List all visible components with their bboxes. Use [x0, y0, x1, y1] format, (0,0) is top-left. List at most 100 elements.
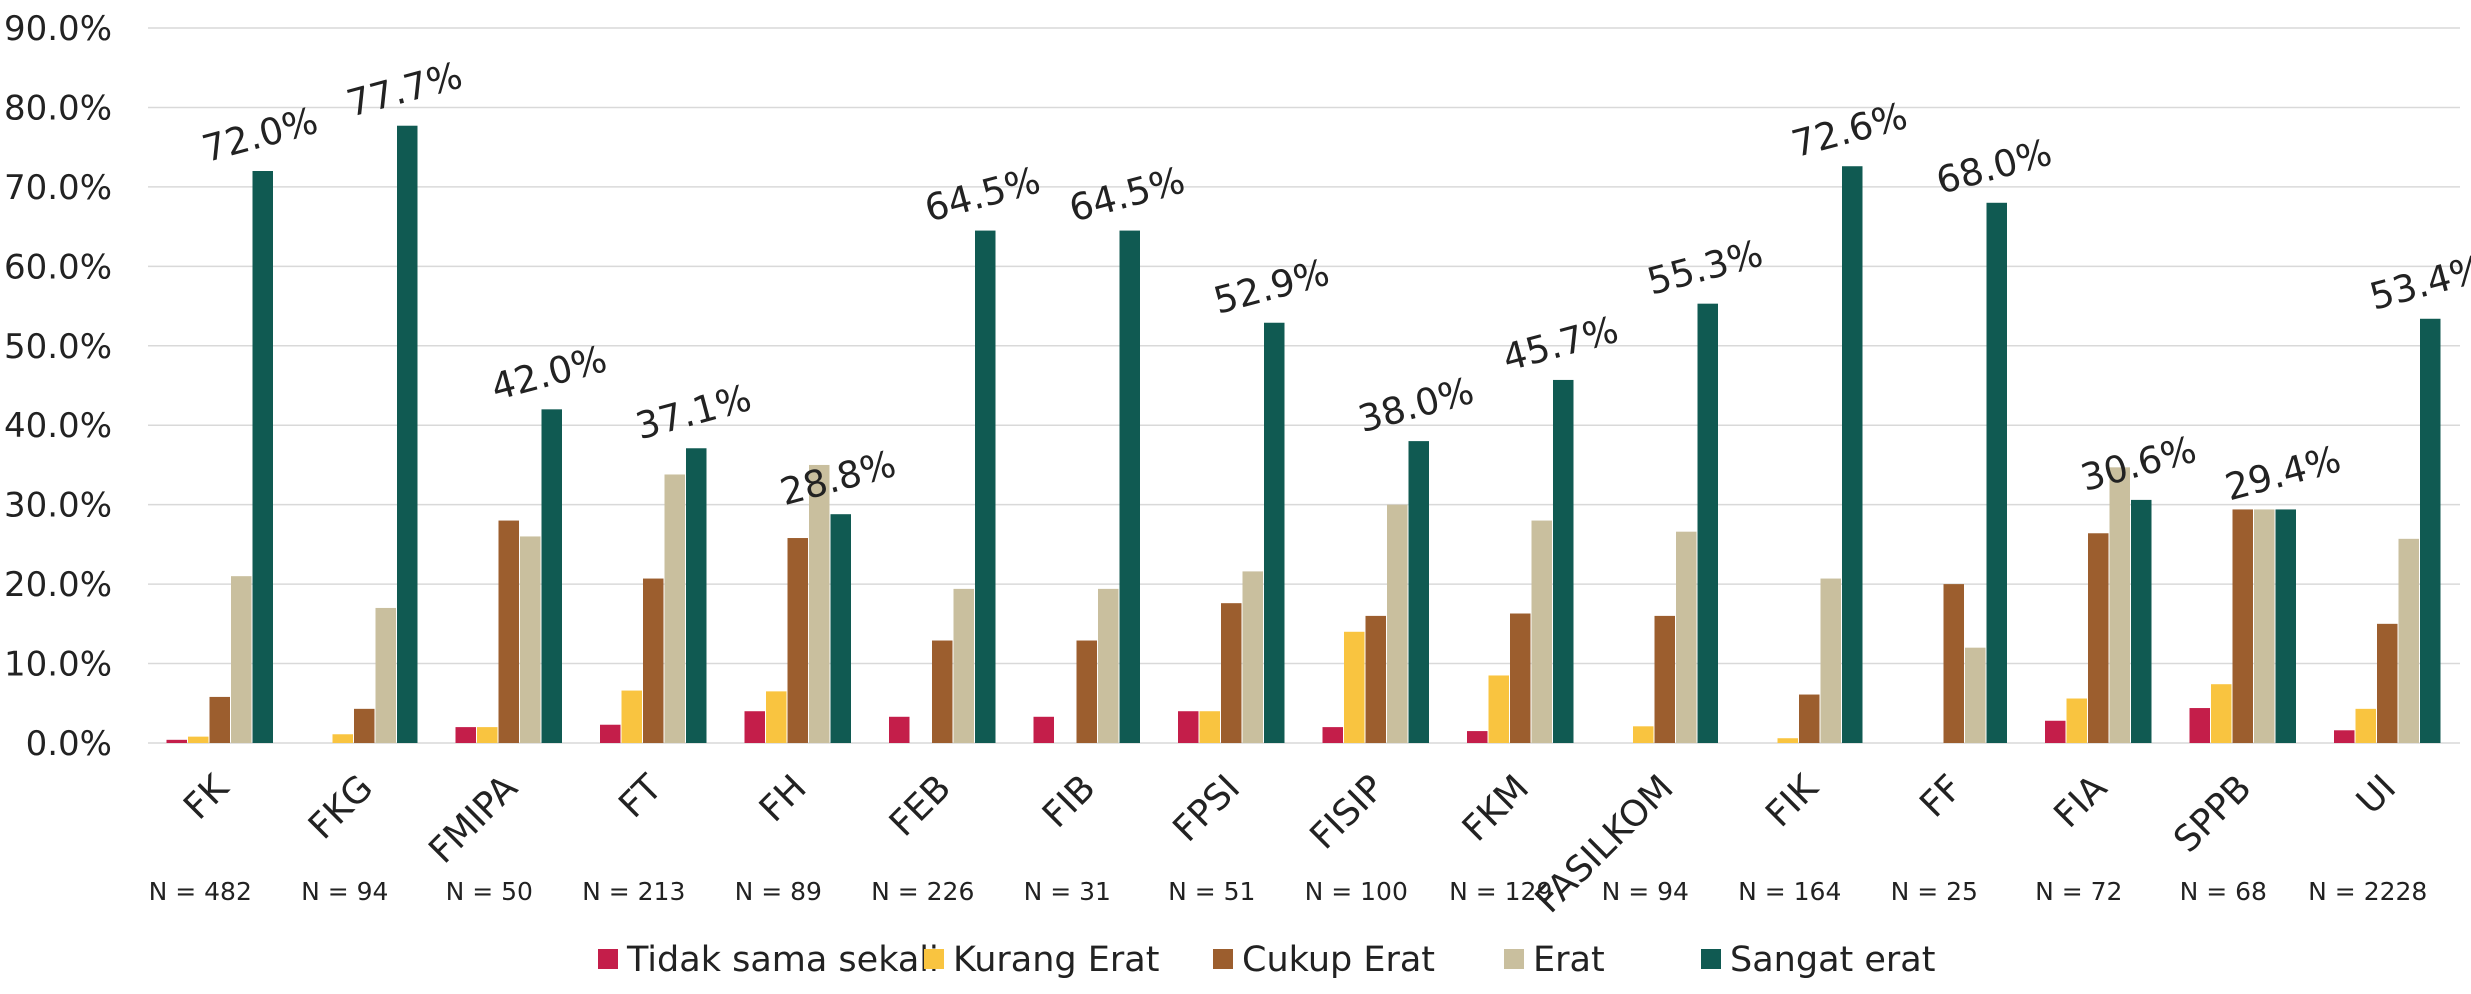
bar-erat — [953, 588, 974, 743]
bar-tidak-sama-sekali — [889, 716, 910, 743]
category-label: FH — [752, 767, 815, 830]
legend-label: Sangat erat — [1730, 940, 1935, 980]
bar-tidak-sama-sekali — [1322, 727, 1343, 743]
legend-label: Erat — [1533, 940, 1605, 980]
data-label: 72.6% — [1787, 94, 1912, 166]
y-tick-label: 0.0% — [26, 724, 112, 764]
bar-kurang-erat — [2066, 698, 2087, 743]
bar-tidak-sama-sekali — [166, 739, 187, 743]
y-tick-label: 80.0% — [4, 88, 112, 128]
bar-tidak-sama-sekali — [744, 711, 765, 743]
bar-kurang-erat — [1344, 631, 1365, 743]
bar-tidak-sama-sekali — [2045, 720, 2066, 743]
bar-cukup-erat — [2088, 533, 2109, 743]
bar-cukup-erat — [1221, 603, 1242, 743]
y-tick-label: 30.0% — [4, 486, 112, 526]
category-label: FIA — [2047, 767, 2116, 836]
bar-kurang-erat — [1633, 726, 1654, 743]
sample-size-label: N = 25 — [1891, 877, 1978, 906]
y-tick-label: 70.0% — [4, 168, 112, 208]
sample-size-label: N = 94 — [301, 877, 388, 906]
sample-size-label: N = 94 — [1602, 877, 1689, 906]
bar-kurang-erat — [1199, 711, 1220, 743]
category-label: FISIP — [1302, 767, 1392, 857]
data-label: 52.9% — [1209, 251, 1334, 323]
legend: Tidak sama sekali Kurang Erat Cukup Erat Er… — [598, 940, 1935, 980]
data-label: 42.0% — [487, 337, 612, 409]
bar-cukup-erat — [2377, 623, 2398, 743]
bar-sangat-erat — [252, 171, 273, 743]
legend-swatch — [1213, 949, 1233, 969]
data-label: 38.0% — [1354, 369, 1479, 441]
bar-erat — [1242, 571, 1263, 743]
bar-tidak-sama-sekali — [455, 727, 476, 743]
bar-erat — [2398, 538, 2419, 743]
data-label: 72.0% — [198, 99, 323, 171]
bar-kurang-erat — [2355, 708, 2376, 743]
data-label: 53.4% — [2365, 247, 2471, 319]
bar-sangat-erat — [1553, 379, 1574, 743]
category-label: FF — [1912, 767, 1970, 825]
bar-sangat-erat — [1842, 166, 1863, 743]
sample-size-label: N = 213 — [582, 877, 685, 906]
data-label: 45.7% — [1498, 308, 1623, 380]
bar-sangat-erat — [1408, 441, 1429, 743]
bar-kurang-erat — [188, 736, 209, 743]
bar-kurang-erat — [1488, 675, 1509, 743]
bar-erat — [2109, 467, 2130, 743]
bar-cukup-erat — [643, 578, 664, 743]
sample-size-label: N = 68 — [2180, 877, 2267, 906]
bar-erat — [2254, 509, 2275, 743]
category-label: FIK — [1758, 766, 1827, 835]
bar-cukup-erat — [2232, 509, 2253, 743]
data-label: 64.5% — [1065, 159, 1190, 231]
category-label: FKG — [301, 767, 381, 847]
category-label: FT — [611, 767, 670, 826]
bar-sangat-erat — [397, 125, 418, 743]
bar-cukup-erat — [209, 696, 230, 743]
bar-cukup-erat — [354, 708, 375, 743]
bar-sangat-erat — [830, 514, 851, 743]
bar-kurang-erat — [332, 734, 353, 743]
data-label: 55.3% — [1643, 232, 1768, 304]
category-label: FMIPA — [421, 767, 526, 872]
bar-sangat-erat — [541, 409, 562, 743]
sample-size-label: N = 50 — [446, 877, 533, 906]
sample-size-label: N = 31 — [1024, 877, 1111, 906]
sample-size-label: N = 51 — [1168, 877, 1255, 906]
bar-tidak-sama-sekali — [1033, 716, 1054, 743]
bar-cukup-erat — [1076, 640, 1097, 743]
bar-erat — [809, 464, 830, 743]
data-label: 37.1% — [631, 376, 756, 448]
y-tick-label: 90.0% — [4, 9, 112, 49]
bar-tidak-sama-sekali — [2334, 730, 2355, 743]
data-label: 64.5% — [920, 159, 1045, 231]
bar-sangat-erat — [1264, 322, 1285, 743]
sample-size-label: N = 129 — [1449, 877, 1552, 906]
sample-size-label: N = 482 — [149, 877, 252, 906]
category-label: SPPB — [2166, 767, 2259, 860]
y-axis-ticks: 0.0% 10.0% 20.0% 30.0% 40.0% 50.0% 60.0% 70.0% 8… — [4, 9, 112, 764]
bar-cukup-erat — [1510, 613, 1531, 743]
bar-erat — [1820, 578, 1841, 743]
y-tick-label: 60.0% — [4, 247, 112, 287]
data-label: 77.7% — [342, 54, 467, 126]
bar-cukup-erat — [1654, 615, 1675, 743]
bar-erat — [1676, 531, 1697, 743]
category-label: FKM — [1455, 767, 1537, 849]
bar-sangat-erat — [2420, 318, 2441, 743]
data-label: 28.8% — [776, 442, 901, 514]
bar-tidak-sama-sekali — [1178, 711, 1199, 743]
sample-size-labels: N = 482 N = 94 N = 50 N = 213 N = 89 N = 226 N… — [149, 877, 2428, 906]
bars — [166, 125, 2441, 744]
bar-cukup-erat — [1365, 615, 1386, 743]
bar-sangat-erat — [2131, 499, 2152, 743]
legend-label: Cukup Erat — [1242, 940, 1435, 980]
bar-tidak-sama-sekali — [600, 724, 621, 743]
data-label: 68.0% — [1932, 131, 2057, 203]
legend-label: Kurang Erat — [953, 940, 1159, 980]
legend-swatch — [924, 949, 944, 969]
sample-size-label: N = 89 — [735, 877, 822, 906]
